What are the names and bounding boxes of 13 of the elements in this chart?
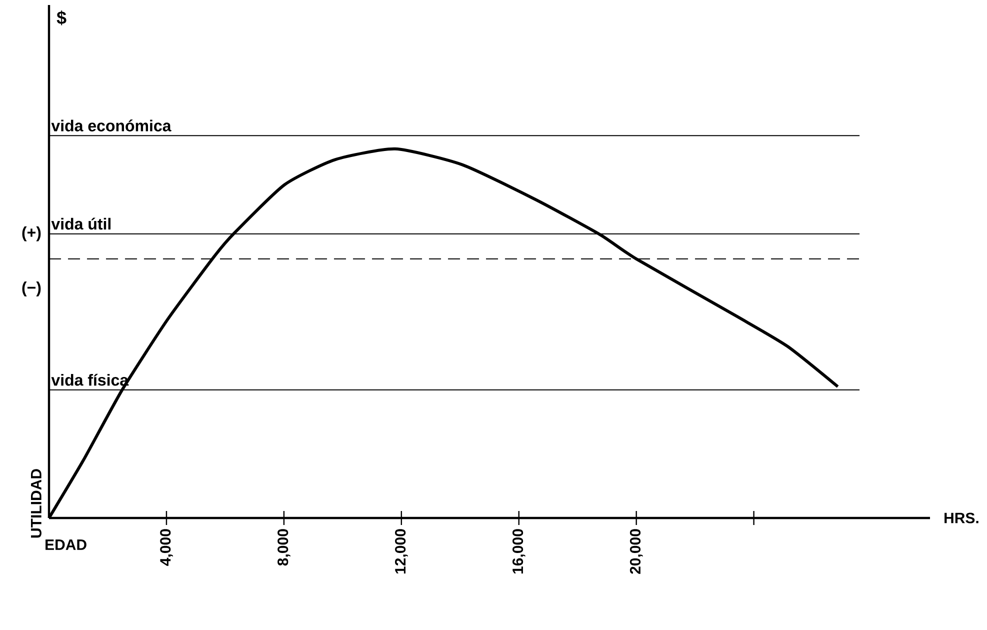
x-tick-label: 4,000 (160, 529, 173, 566)
x-tick-label: 20,000 (630, 529, 643, 574)
text: (−) (22, 281, 41, 296)
x-tick-label: 12,000 (395, 529, 408, 574)
x-axis-title: HRS. (944, 512, 978, 524)
text: $ (56, 10, 66, 26)
text: EDAD (46, 540, 86, 550)
x-tick-label: 8,000 (278, 529, 290, 566)
y-axis-title: UTILIDAD (31, 469, 42, 538)
text: (+) (22, 226, 41, 242)
ref-line-label: vida económica (51, 120, 172, 132)
ref-line-label: vida útil (51, 218, 111, 230)
x-tick-label: 16,000 (512, 529, 526, 574)
